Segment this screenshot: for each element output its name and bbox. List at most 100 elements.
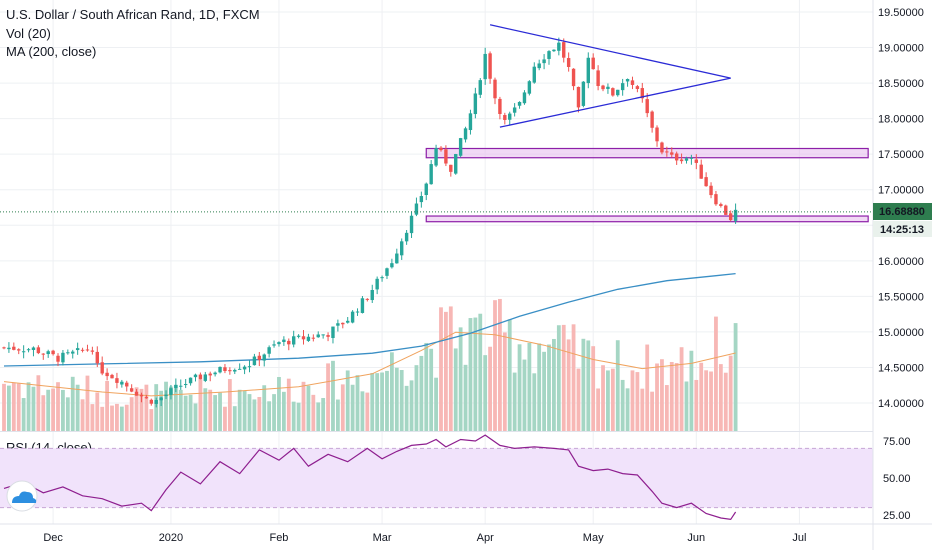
volume-bars <box>2 298 738 431</box>
candle-body <box>115 378 119 383</box>
date-axis[interactable]: Dec 2020 Feb Mar Apr May Jun Jul <box>43 532 806 544</box>
candle-body <box>370 290 374 301</box>
candle-body <box>483 53 487 80</box>
candle-body <box>478 80 482 95</box>
candle-body <box>660 142 664 153</box>
grid <box>0 0 873 524</box>
candle-body <box>306 336 311 341</box>
volume-bar <box>434 377 438 431</box>
volume-bar <box>2 383 6 431</box>
volume-bar <box>183 395 188 431</box>
triangle-pattern[interactable] <box>489 24 731 128</box>
candle-body <box>282 339 286 342</box>
volume-bar <box>149 409 154 431</box>
rsi-axis[interactable]: 75.00 50.00 25.00 <box>883 436 911 522</box>
volume-bar <box>394 367 399 431</box>
countdown-tag-label: 14:25:13 <box>880 224 924 236</box>
volume-bar <box>630 370 635 431</box>
candle-body <box>733 209 738 221</box>
candle-body <box>336 323 340 326</box>
candle-body <box>557 42 561 51</box>
candle-body <box>51 350 55 355</box>
candle-body <box>429 164 433 185</box>
price-tick-label: 14.50000 <box>878 362 924 374</box>
candle-body <box>601 85 605 90</box>
date-tick-label: Jun <box>687 532 705 544</box>
volume-bar <box>213 395 218 431</box>
volume-bar <box>517 344 522 431</box>
candle-body <box>390 263 394 268</box>
candle-body <box>144 397 149 399</box>
volume-bar <box>198 379 203 431</box>
candle-body <box>183 384 188 386</box>
candle-body <box>174 384 178 389</box>
volume-bar <box>561 324 566 431</box>
price-axis[interactable]: 19.50000 19.00000 18.50000 18.00000 17.50000… <box>878 7 924 410</box>
support-resistance-zones[interactable] <box>425 147 869 223</box>
candle-body <box>326 335 330 337</box>
candle-body <box>316 334 320 338</box>
volume-bar <box>242 390 247 431</box>
rsi-tick-label: 50.00 <box>883 473 911 485</box>
candle-body <box>434 148 438 166</box>
candles <box>2 37 738 408</box>
volume-bar <box>85 375 90 431</box>
ma-indicator-label[interactable]: MA (200, close) <box>6 44 96 59</box>
volume-bar <box>31 386 36 431</box>
cloud-logo-icon[interactable] <box>6 480 38 512</box>
volume-bar <box>556 325 561 431</box>
candle-body <box>458 138 463 156</box>
candle-body <box>272 344 276 346</box>
volume-bar <box>345 370 350 431</box>
volume-bar <box>601 365 605 431</box>
candle-body <box>611 88 615 96</box>
volume-bar <box>488 346 492 431</box>
volume-bar <box>306 385 311 431</box>
candle-body <box>95 351 99 364</box>
candle-body <box>566 58 571 67</box>
candle-body <box>346 320 350 323</box>
volume-bar <box>36 375 41 431</box>
volume-bar <box>203 388 208 431</box>
candle-body <box>169 388 173 395</box>
volume-bar <box>301 381 306 431</box>
candle-body <box>542 59 546 64</box>
candle-body <box>233 369 237 372</box>
pane-divider[interactable] <box>0 431 873 432</box>
volume-bar <box>463 364 468 431</box>
candle-body <box>291 336 296 345</box>
candle-body <box>616 89 620 96</box>
candle-body <box>247 366 252 368</box>
candle-body <box>552 49 556 52</box>
volume-bar <box>75 384 80 431</box>
volume-bar <box>512 372 517 431</box>
volume-bar <box>173 385 178 431</box>
candle-body <box>709 185 713 196</box>
volume-bar <box>660 359 664 431</box>
candle-body <box>689 157 694 159</box>
candle-body <box>56 355 60 362</box>
volume-bar <box>331 360 335 431</box>
volume-bar <box>566 339 571 431</box>
candle-body <box>684 158 689 161</box>
price-tick-label: 19.00000 <box>878 43 924 55</box>
volume-bar <box>326 363 330 431</box>
candle-body <box>498 98 502 114</box>
volume-bar <box>620 379 625 431</box>
candle-body <box>547 51 551 59</box>
volume-bar <box>468 318 473 431</box>
candle-body <box>21 351 26 353</box>
volume-bar <box>208 389 213 431</box>
volume-bar <box>272 394 276 431</box>
volume-bar <box>694 379 699 431</box>
candle-body <box>71 351 75 354</box>
candle-body <box>655 127 659 142</box>
volume-bar <box>350 384 355 431</box>
zone-rect <box>425 147 869 159</box>
volume-indicator-label[interactable]: Vol (20) <box>6 26 51 41</box>
volume-bar <box>542 351 546 431</box>
volume-bar <box>527 342 532 431</box>
price-tick-label: 14.00000 <box>878 398 924 410</box>
candle-body <box>714 194 718 205</box>
